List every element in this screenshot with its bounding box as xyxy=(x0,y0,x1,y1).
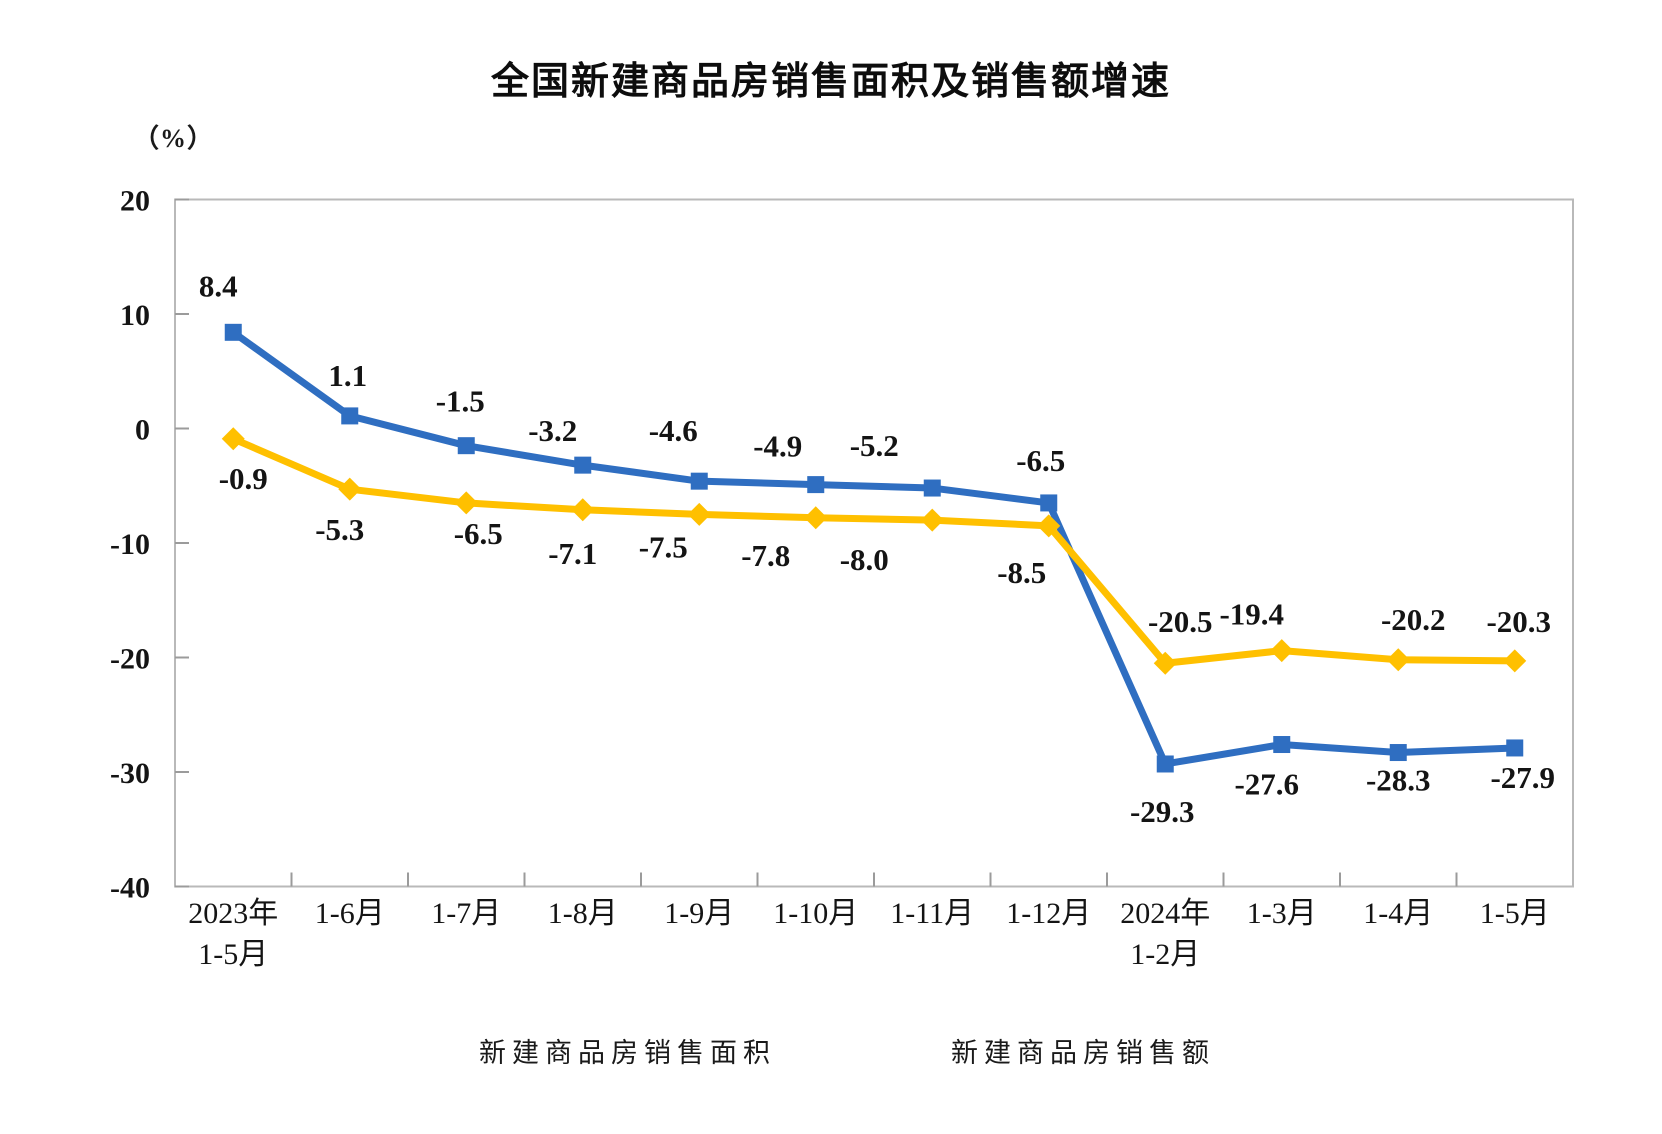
legend-label: 新建商品房销售面积 xyxy=(479,1037,776,1068)
y-axis-unit-label: （%） xyxy=(133,124,215,153)
data-label: -6.5 xyxy=(1016,443,1065,478)
x-axis-label: 1-4月 xyxy=(1363,897,1433,930)
diamond-marker-icon xyxy=(454,491,478,515)
square-marker-icon xyxy=(883,1042,899,1058)
diamond-marker-icon xyxy=(920,508,944,532)
y-axis-tick-label: 0 xyxy=(135,414,150,447)
data-label: -1.5 xyxy=(436,384,485,419)
diamond-marker-icon xyxy=(1037,514,1061,538)
data-label: -28.3 xyxy=(1366,763,1431,798)
x-axis-label-line2: 1-2月 xyxy=(1130,938,1200,971)
diamond-marker-icon xyxy=(571,498,595,522)
data-label: -7.1 xyxy=(548,536,597,571)
diamond-marker-icon xyxy=(1270,639,1294,663)
diamond-marker-icon xyxy=(338,477,362,501)
diamond-marker-icon xyxy=(1503,649,1527,673)
square-marker-icon xyxy=(457,437,475,455)
data-label: -4.6 xyxy=(649,413,698,448)
data-label: 8.4 xyxy=(199,268,238,303)
data-label: -7.5 xyxy=(639,529,688,564)
data-label: -20.3 xyxy=(1486,604,1551,639)
data-label: -5.2 xyxy=(850,428,899,463)
square-marker-icon xyxy=(1156,755,1174,773)
x-axis-label: 2024年 xyxy=(1120,897,1210,930)
x-axis-label: 1-7月 xyxy=(431,897,501,930)
diamond-marker-icon xyxy=(1386,648,1410,672)
x-axis-label: 1-10月 xyxy=(773,897,858,930)
y-axis-tick-label: -10 xyxy=(110,528,150,561)
square-marker-icon xyxy=(807,476,825,494)
diamond-marker-icon xyxy=(221,427,245,451)
diamond-marker-icon xyxy=(687,502,711,526)
data-label: -29.3 xyxy=(1130,794,1195,829)
y-axis-tick-label: -30 xyxy=(110,757,150,790)
data-label: -3.2 xyxy=(528,413,577,448)
data-label: -27.9 xyxy=(1490,760,1555,795)
diamond-marker-icon xyxy=(408,1039,429,1060)
data-label: -19.4 xyxy=(1219,597,1284,632)
square-marker-icon xyxy=(1389,744,1407,762)
y-axis-tick-label: 10 xyxy=(120,299,150,332)
x-axis-label: 1-9月 xyxy=(664,897,734,930)
legend-item-sales-amount: 新建商品房销售额 xyxy=(845,1035,1215,1068)
y-axis-tick-label: -20 xyxy=(110,643,150,676)
x-axis-label: 1-11月 xyxy=(890,897,974,930)
x-axis-label-line2: 1-5月 xyxy=(198,938,268,971)
x-axis-label: 1-5月 xyxy=(1480,897,1550,930)
series-line-sales-area xyxy=(229,435,1519,667)
diamond-marker-icon xyxy=(1153,651,1177,675)
x-axis-label: 1-12月 xyxy=(1006,897,1091,930)
square-marker-icon xyxy=(574,456,592,474)
data-label: -0.9 xyxy=(219,461,268,496)
data-label: -27.6 xyxy=(1234,767,1299,802)
x-axis-label: 1-8月 xyxy=(548,897,618,930)
data-label: -7.8 xyxy=(741,538,790,573)
diamond-marker-icon xyxy=(804,506,828,530)
series-line-sales-amount xyxy=(229,328,1519,768)
data-label: -8.5 xyxy=(997,555,1046,590)
square-marker-icon xyxy=(341,407,359,425)
x-axis-label: 1-3月 xyxy=(1247,897,1317,930)
data-label: -5.3 xyxy=(315,512,364,547)
x-axis-label: 1-6月 xyxy=(315,897,385,930)
chart-title: 全国新建商品房销售面积及销售额增速 xyxy=(490,61,1171,103)
legend-line-sample xyxy=(845,1047,937,1054)
y-axis-tick-label: -40 xyxy=(110,872,150,905)
square-marker-icon xyxy=(1273,736,1291,754)
data-label: -20.5 xyxy=(1148,604,1213,639)
data-label: -20.2 xyxy=(1381,602,1446,637)
data-label: -6.5 xyxy=(454,516,503,551)
square-marker-icon xyxy=(224,323,242,341)
legend-item-sales-area: 新建商品房销售面积 xyxy=(373,1035,776,1068)
square-marker-icon xyxy=(923,479,941,497)
legend-label: 新建商品房销售额 xyxy=(951,1037,1215,1068)
square-marker-icon xyxy=(1506,739,1524,757)
data-label: -4.9 xyxy=(753,429,802,464)
x-axis-label: 2023年 xyxy=(188,897,278,930)
data-label: 1.1 xyxy=(328,358,367,393)
y-axis-tick-label: 20 xyxy=(120,185,150,218)
legend-line-sample xyxy=(373,1047,465,1054)
data-label: -8.0 xyxy=(840,542,889,577)
square-marker-icon xyxy=(690,472,708,490)
square-marker-icon xyxy=(1040,494,1058,512)
